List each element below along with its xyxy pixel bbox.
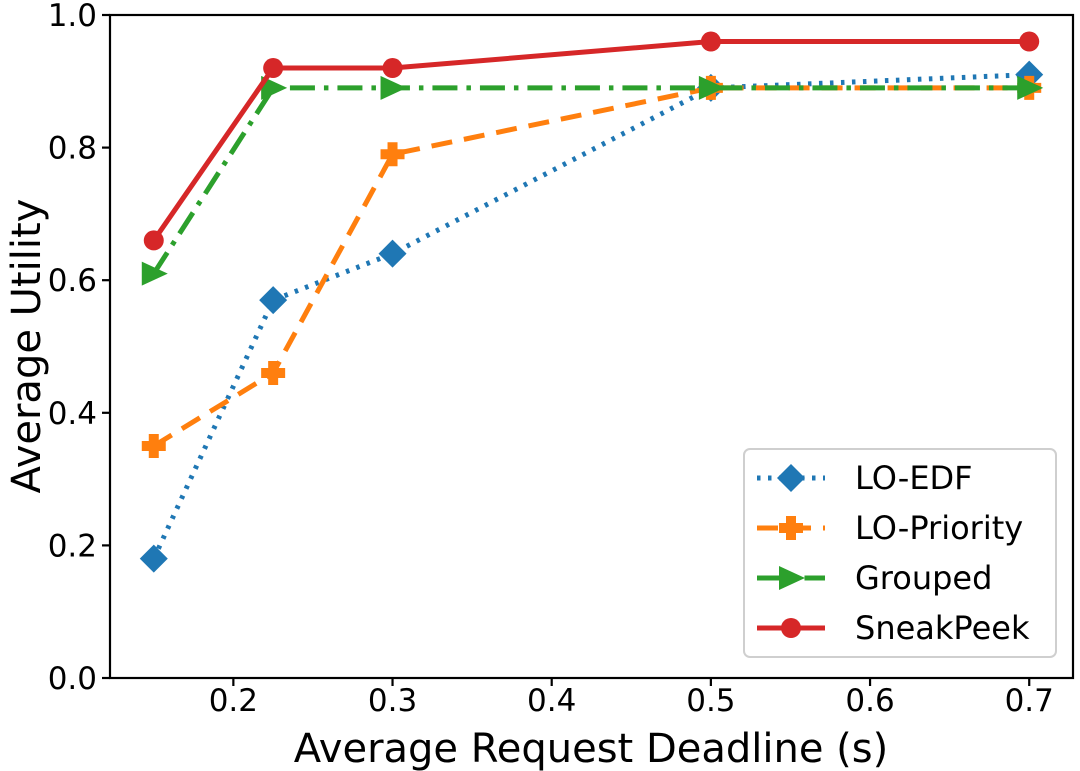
x-tick-label: 0.6	[845, 683, 894, 719]
circle-marker	[1019, 31, 1040, 52]
legend-item-label: LO-EDF	[855, 459, 973, 497]
y-axis-label: Average Utility	[4, 199, 50, 494]
circle-marker	[263, 58, 284, 79]
triangle-right-marker	[141, 261, 168, 286]
y-tick-label: 0.4	[48, 396, 97, 432]
y-tick-label: 1.0	[48, 0, 97, 34]
plus-marker	[261, 361, 286, 386]
y-tick-label: 0.2	[48, 528, 97, 564]
series-line	[152, 85, 1030, 449]
legend-sample-grouped	[757, 566, 825, 590]
plus-marker	[141, 433, 166, 458]
legend-sample-lo-priority	[757, 516, 825, 540]
legend-sample-lo-edf	[757, 464, 825, 492]
plot-series	[139, 31, 1044, 573]
x-tick-label: 0.3	[368, 683, 417, 719]
legend-item-label: Grouped	[855, 559, 993, 597]
plus-marker	[779, 516, 803, 540]
series-line	[151, 72, 1030, 560]
legend-sample-sneakpeek	[757, 618, 825, 638]
series-sneakpeek	[143, 31, 1040, 251]
x-tick-label: 0.5	[686, 683, 735, 719]
circle-marker	[143, 230, 164, 251]
series-line	[151, 39, 1030, 242]
x-tick-label: 0.7	[1005, 683, 1054, 719]
plus-marker	[380, 142, 405, 167]
triangle-right-marker	[1017, 75, 1044, 100]
circle-marker	[781, 618, 801, 638]
x-tick-label: 0.2	[209, 683, 258, 719]
legend-item: LO-EDF	[757, 453, 1055, 503]
legend: LO-EDF LO-Priority Grouped SneakPeek	[743, 448, 1057, 658]
legend-item: SneakPeek	[757, 603, 1055, 653]
plot-frame	[108, 13, 1075, 680]
diamond-marker	[777, 464, 805, 492]
x-tick-label: 0.4	[527, 683, 576, 719]
y-tick-label: 0.8	[48, 131, 97, 167]
triangle-right-marker	[380, 75, 407, 100]
legend-item-label: SneakPeek	[855, 609, 1030, 647]
axis-ticks: 0.2 0.3 0.4 0.5 0.6 0.7 0.0 0.2 0.4 0.6 0.8 1.0	[48, 0, 1054, 719]
diamond-marker	[259, 286, 288, 315]
circle-marker	[382, 58, 403, 79]
diamond-marker	[139, 544, 168, 573]
y-tick-label: 0.0	[48, 661, 97, 697]
series-lo-priority	[141, 75, 1042, 458]
diamond-marker	[378, 239, 407, 268]
legend-item: LO-Priority	[757, 503, 1055, 553]
triangle-right-marker	[261, 75, 288, 100]
triangle-right-marker	[698, 75, 725, 100]
legend-item: Grouped	[757, 553, 1055, 603]
series-grouped	[141, 75, 1044, 286]
series-line	[151, 85, 1030, 275]
triangle-right-marker	[779, 566, 805, 590]
legend-item-label: LO-Priority	[855, 509, 1024, 547]
circle-marker	[700, 31, 721, 52]
x-axis-label: Average Request Deadline (s)	[294, 726, 888, 771]
y-tick-label: 0.6	[48, 263, 97, 299]
